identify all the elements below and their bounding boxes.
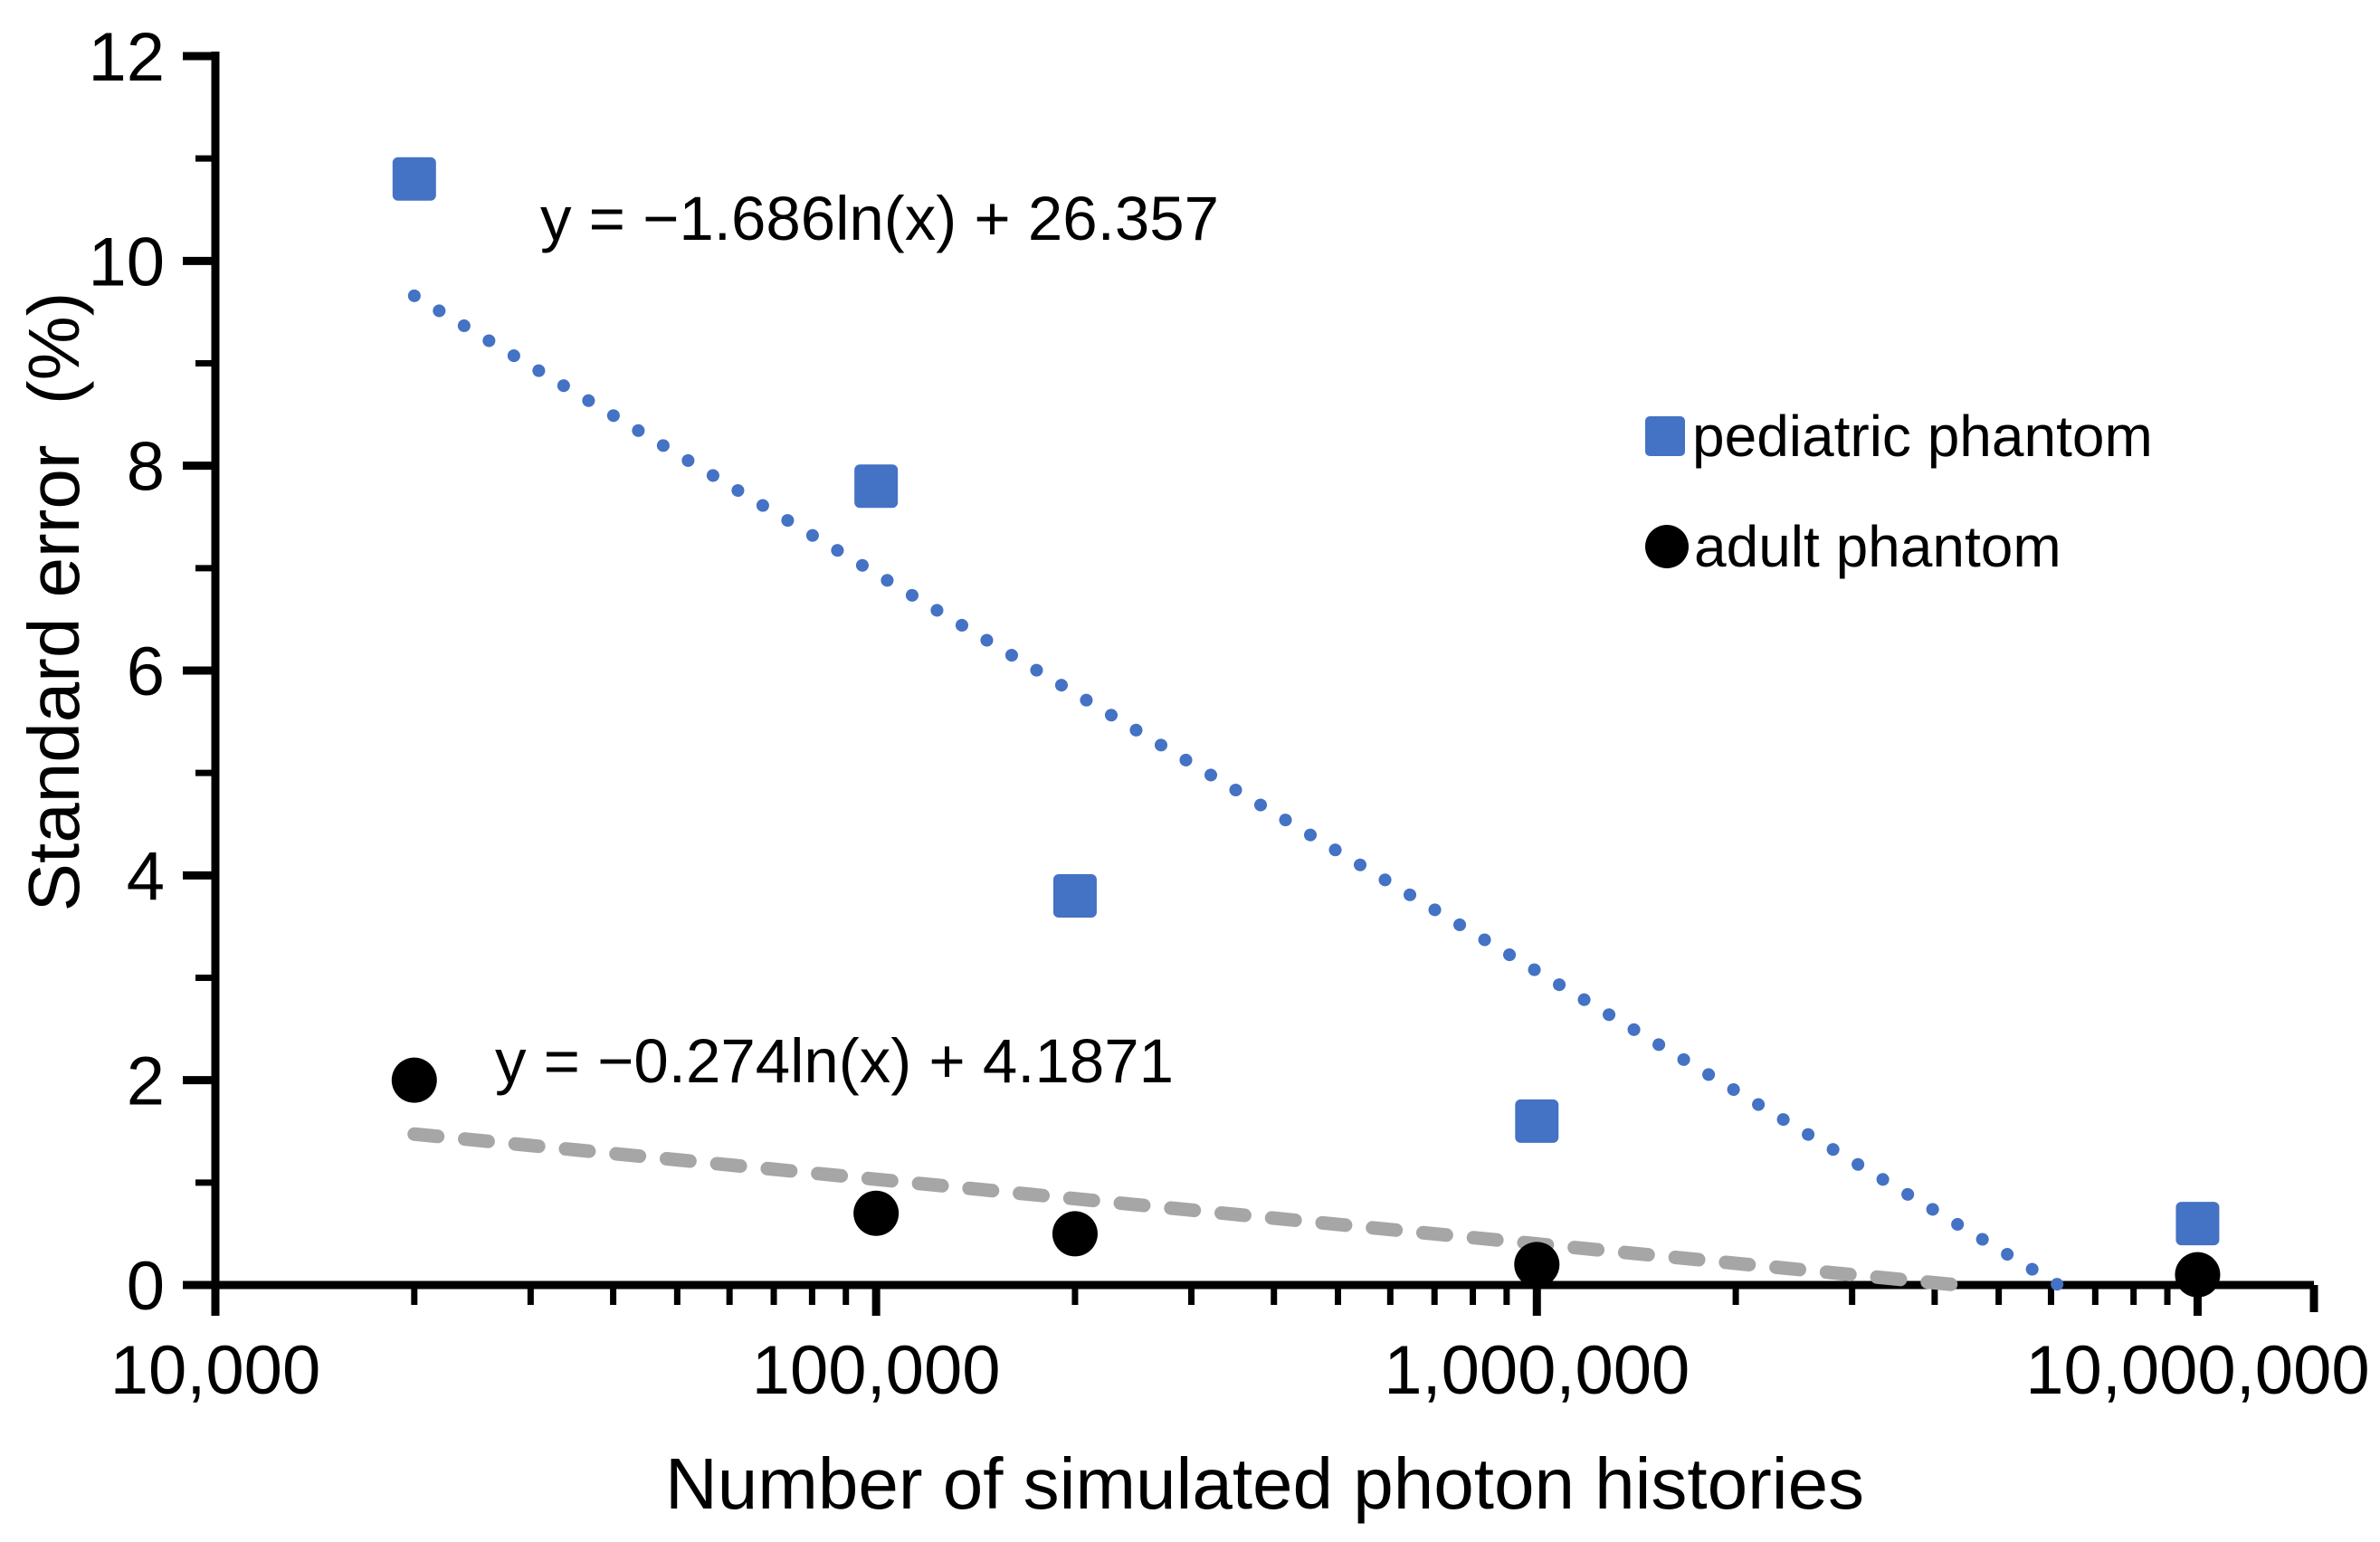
pediatric-point [1515,1099,1559,1143]
x-tick-label: 10,000,000 [2025,1332,2369,1409]
y-tick-label: 6 [127,633,165,710]
legend-circle-marker-icon [1645,525,1689,568]
x-tick-label: 100,000 [752,1332,1001,1409]
pediatric-point [2175,1202,2220,1246]
y-tick-label: 0 [127,1248,165,1325]
adult-point [853,1190,900,1236]
adult-point [1052,1211,1098,1257]
x-tick-label: 1,000,000 [1384,1332,1690,1409]
pediatric-point [1052,873,1097,918]
legend-label-pediatric: pediatric phantom [1692,404,2153,469]
adult-trendline [407,1127,1965,1292]
pediatric-trendline [407,289,2065,1291]
adult-point [2175,1252,2221,1298]
y-tick-label: 8 [127,429,165,506]
legend-square-marker-icon [1645,416,1685,456]
y-tick-label: 12 [88,19,165,96]
pediatric-trendline-equation: y = −1.686ln(x) + 26.357 [540,184,1219,253]
legend-label-adult: adult phantom [1694,514,2061,579]
x-tick-label: 10,000 [110,1332,320,1409]
adult-trendline-equation: y = −0.274ln(x) + 4.1871 [495,1026,1174,1096]
y-tick-label: 10 [88,224,165,300]
pediatric-point [854,464,899,509]
legend-item-adult: adult phantom [1645,509,2153,585]
y-tick-label: 4 [127,838,165,915]
pediatric-point [392,157,436,201]
x-axis-title: Number of simulated photon histories [664,1443,1865,1524]
legend-item-pediatric: pediatric phantom [1645,398,2153,474]
y-tick-label: 2 [127,1043,165,1120]
legend: pediatric phantom adult phantom [1645,398,2153,619]
adult-point [391,1057,437,1103]
y-axis-title: Standard error (%) [14,291,94,912]
adult-point [1514,1242,1560,1288]
